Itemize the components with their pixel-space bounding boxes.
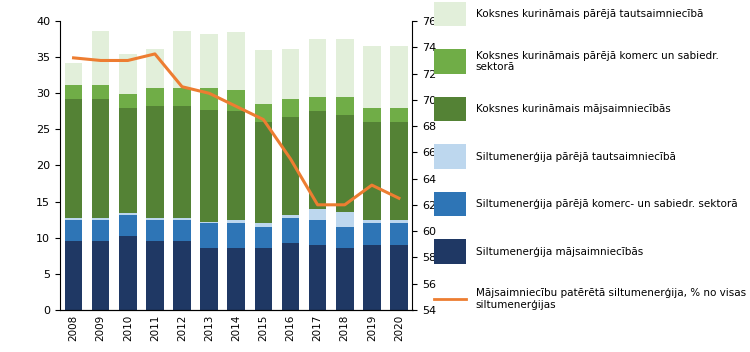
Bar [254, 223, 272, 227]
Bar [282, 99, 299, 117]
Bar [200, 223, 218, 249]
Bar [146, 218, 164, 220]
Bar [282, 214, 299, 218]
FancyBboxPatch shape [434, 97, 466, 121]
Bar [282, 49, 299, 99]
FancyBboxPatch shape [434, 239, 466, 264]
Bar [146, 220, 164, 241]
Text: Siltumenerģija pārējā tautsaimniecībā: Siltumenerģija pārējā tautsaimniecībā [476, 152, 676, 162]
Bar [336, 97, 353, 115]
Bar [119, 94, 136, 108]
Bar [336, 115, 353, 212]
Bar [146, 106, 164, 218]
Bar [282, 243, 299, 310]
Bar [92, 99, 110, 218]
Bar [254, 249, 272, 310]
Bar [309, 220, 326, 245]
Bar [200, 88, 218, 110]
Bar [363, 46, 381, 108]
Bar [64, 99, 82, 218]
Bar [119, 236, 136, 310]
Bar [146, 241, 164, 310]
Bar [92, 241, 110, 310]
Bar [227, 32, 245, 90]
Bar [336, 39, 353, 97]
FancyBboxPatch shape [434, 192, 466, 216]
Bar [146, 49, 164, 88]
Bar [390, 220, 408, 223]
Bar [390, 108, 408, 122]
Text: Koksnes kurināmais pārējā tautsaimniecībā: Koksnes kurināmais pārējā tautsaimniecīb… [476, 9, 704, 19]
Bar [282, 117, 299, 214]
Bar [92, 84, 110, 99]
Bar [336, 227, 353, 249]
Bar [173, 31, 190, 88]
Bar [363, 245, 381, 310]
Bar [173, 88, 190, 106]
Bar [173, 106, 190, 218]
FancyBboxPatch shape [434, 2, 466, 26]
Bar [227, 111, 245, 220]
FancyBboxPatch shape [434, 49, 466, 74]
Bar [146, 88, 164, 106]
FancyBboxPatch shape [434, 144, 466, 169]
Bar [254, 227, 272, 249]
Bar [64, 84, 82, 99]
Bar [309, 245, 326, 310]
Bar [119, 108, 136, 213]
Bar [254, 122, 272, 223]
Bar [173, 241, 190, 310]
Bar [92, 218, 110, 220]
Bar [200, 222, 218, 223]
Bar [336, 249, 353, 310]
Bar [119, 214, 136, 236]
Bar [363, 122, 381, 220]
Text: Siltumenerģija pārējā komerc- un sabiedr. sektorā: Siltumenerģija pārējā komerc- un sabiedr… [476, 199, 737, 209]
Bar [173, 218, 190, 220]
Bar [309, 209, 326, 220]
Bar [227, 223, 245, 249]
Bar [64, 63, 82, 84]
Text: Siltumenerģija mājsaimniecībās: Siltumenerģija mājsaimniecībās [476, 247, 643, 257]
Bar [363, 223, 381, 245]
Bar [390, 245, 408, 310]
Bar [227, 249, 245, 310]
Bar [309, 39, 326, 97]
Bar [227, 90, 245, 111]
Bar [64, 241, 82, 310]
Bar [254, 104, 272, 122]
Bar [119, 54, 136, 94]
Bar [309, 97, 326, 111]
Bar [254, 50, 272, 104]
Bar [200, 110, 218, 222]
Bar [363, 108, 381, 122]
Bar [200, 34, 218, 88]
Bar [390, 223, 408, 245]
Bar [282, 218, 299, 243]
Text: Koksnes kurināmais mājsaimniecībās: Koksnes kurināmais mājsaimniecībās [476, 104, 670, 114]
Bar [200, 249, 218, 310]
Bar [92, 220, 110, 241]
Bar [119, 213, 136, 214]
Text: Koksnes kurināmais pārējā komerc un sabiedr.
sektorā: Koksnes kurināmais pārējā komerc un sabi… [476, 51, 718, 73]
Bar [336, 212, 353, 227]
Bar [390, 122, 408, 220]
Bar [309, 111, 326, 209]
Text: Mājsaimniecību patērētā siltumenerģija, % no visas
siltumenerģijas: Mājsaimniecību patērētā siltumenerģija, … [476, 288, 746, 310]
Bar [64, 218, 82, 220]
Bar [227, 220, 245, 223]
Bar [64, 220, 82, 241]
Bar [363, 220, 381, 223]
Bar [173, 220, 190, 241]
Bar [92, 31, 110, 84]
Bar [390, 46, 408, 108]
